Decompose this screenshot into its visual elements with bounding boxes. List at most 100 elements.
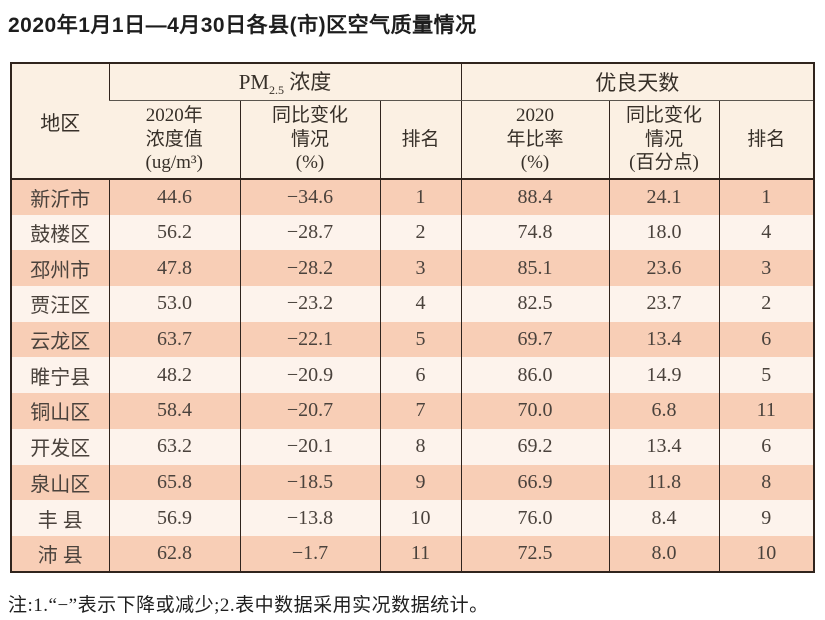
cell-good-change: 6.8 <box>608 393 719 429</box>
cell-region: 泉山区 <box>11 464 109 501</box>
table-row: 新沂市 44.6 −34.6 1 88.4 24.1 1 <box>11 179 814 215</box>
column-header-pm-change: 同比变化 情况 (%) <box>239 100 380 180</box>
cell-good-rank: 9 <box>718 500 814 536</box>
cell-region: 新沂市 <box>11 179 109 215</box>
table-row: 开发区 63.2 −20.1 8 69.2 13.4 6 <box>11 428 814 465</box>
cell-pm-change: −18.5 <box>239 464 380 501</box>
page-title: 2020年1月1日—4月30日各县(市)区空气质量情况 <box>8 14 477 37</box>
cell-good-rate: 70.0 <box>460 393 609 429</box>
cell-pm-change: −28.7 <box>239 214 380 251</box>
cell-pm-change: −20.7 <box>239 393 380 429</box>
cell-good-change: 18.0 <box>608 214 719 251</box>
cell-pm-rank: 9 <box>379 464 461 501</box>
cell-good-change: 24.1 <box>608 179 719 215</box>
cell-pm-rank: 4 <box>379 286 461 322</box>
cell-pm-value: 65.8 <box>108 464 240 501</box>
header-line: 排名 <box>747 128 786 150</box>
cell-good-change: 14.9 <box>608 357 719 394</box>
cell-good-change: 23.6 <box>608 250 719 287</box>
header-sub-row: 2020年 浓度值 (ug/m³) 同比变化 情况 (%) 排名 2020 年比… <box>11 100 814 180</box>
cell-good-change: 11.8 <box>608 464 719 501</box>
cell-region: 贾汪区 <box>11 286 109 322</box>
column-header-good-rank: 排名 <box>718 100 814 180</box>
cell-good-change: 13.4 <box>608 321 719 358</box>
cell-pm-rank: 8 <box>379 428 461 465</box>
footnote: 注:1.“−”表示下降或减少;2.表中数据采用实况数据统计。 <box>8 595 489 616</box>
cell-good-rate: 66.9 <box>460 464 609 501</box>
column-group-pm25: PM2.5 浓度 <box>108 63 461 101</box>
column-header-pm-value: 2020年 浓度值 (ug/m³) <box>109 100 240 180</box>
cell-good-rate: 69.2 <box>460 428 609 465</box>
header-line: 2020 <box>516 105 554 127</box>
header-line: 同比变化 <box>271 105 348 127</box>
cell-pm-value: 56.9 <box>108 500 240 536</box>
table-row: 丰 县 56.9 −13.8 10 76.0 8.4 9 <box>11 500 814 536</box>
table-row: 云龙区 63.7 −22.1 5 69.7 13.4 6 <box>11 321 814 358</box>
column-header-good-rate: 2020 年比率 (%) <box>460 100 609 180</box>
cell-region: 丰 县 <box>11 500 109 536</box>
cell-pm-value: 53.0 <box>108 286 240 322</box>
column-header-region: 地区 <box>11 63 109 180</box>
cell-good-rank: 10 <box>718 535 814 572</box>
table-row: 贾汪区 53.0 −23.2 4 82.5 23.7 2 <box>11 286 814 322</box>
header-line: 情况 <box>290 128 329 150</box>
pm25-subscript: 2.5 <box>269 82 285 97</box>
header-line: 同比变化 <box>625 105 702 127</box>
cell-good-rank: 8 <box>718 464 814 501</box>
header-line: (%) <box>295 151 325 173</box>
cell-good-rate: 74.8 <box>460 214 609 251</box>
cell-pm-rank: 1 <box>379 179 461 215</box>
header-line: 浓度值 <box>145 128 203 150</box>
cell-pm-change: −34.6 <box>239 179 380 215</box>
cell-pm-value: 48.2 <box>108 357 240 394</box>
cell-good-rank: 11 <box>718 393 814 429</box>
table-row: 邳州市 47.8 −28.2 3 85.1 23.6 3 <box>11 250 814 287</box>
header-line: 年比率 <box>506 128 564 150</box>
table-row: 鼓楼区 56.2 −28.7 2 74.8 18.0 4 <box>11 214 814 251</box>
cell-pm-value: 63.2 <box>108 428 240 465</box>
cell-good-rank: 5 <box>718 357 814 394</box>
cell-good-rate: 85.1 <box>460 250 609 287</box>
cell-pm-change: −22.1 <box>239 321 380 358</box>
cell-pm-rank: 2 <box>379 214 461 251</box>
cell-pm-value: 56.2 <box>108 214 240 251</box>
cell-pm-value: 44.6 <box>108 179 240 215</box>
cell-good-change: 8.4 <box>608 500 719 536</box>
column-group-good-days: 优良天数 <box>460 63 814 101</box>
cell-region: 邳州市 <box>11 250 109 287</box>
cell-good-rank: 4 <box>718 214 814 251</box>
column-header-good-change: 同比变化 情况 (百分点) <box>608 100 719 180</box>
cell-pm-value: 47.8 <box>108 250 240 287</box>
cell-pm-rank: 6 <box>379 357 461 394</box>
cell-pm-change: −23.2 <box>239 286 380 322</box>
cell-pm-rank: 3 <box>379 250 461 287</box>
cell-region: 沛 县 <box>11 535 109 572</box>
cell-pm-value: 63.7 <box>108 321 240 358</box>
header-line: (ug/m³) <box>145 151 203 173</box>
cell-good-rate: 69.7 <box>460 321 609 358</box>
cell-pm-rank: 7 <box>379 393 461 429</box>
cell-pm-change: −1.7 <box>239 535 380 572</box>
header-line: (%) <box>520 151 550 173</box>
cell-pm-value: 58.4 <box>108 393 240 429</box>
cell-pm-rank: 10 <box>379 500 461 536</box>
cell-pm-change: −20.9 <box>239 357 380 394</box>
header-line: (百分点) <box>629 151 699 173</box>
cell-good-rate: 82.5 <box>460 286 609 322</box>
cell-region: 云龙区 <box>11 321 109 358</box>
table-body: 新沂市 44.6 −34.6 1 88.4 24.1 1 鼓楼区 56.2 −28.7 2 74.8 1… <box>11 179 814 572</box>
cell-good-rate: 76.0 <box>460 500 609 536</box>
column-header-pm-rank: 排名 <box>379 100 461 180</box>
cell-pm-rank: 5 <box>379 321 461 358</box>
cell-good-rank: 1 <box>718 179 814 215</box>
pm25-label: PM <box>238 69 270 94</box>
table-row: 泉山区 65.8 −18.5 9 66.9 11.8 8 <box>11 464 814 501</box>
cell-region: 鼓楼区 <box>11 214 109 251</box>
air-quality-table: 地区 PM2.5 浓度 优良天数 2020年 浓度值 (ug/m³) 同比变化 … <box>10 62 815 573</box>
cell-good-rank: 2 <box>718 286 814 322</box>
cell-good-change: 8.0 <box>608 535 719 572</box>
cell-region: 铜山区 <box>11 393 109 429</box>
cell-good-rate: 88.4 <box>460 179 609 215</box>
cell-pm-change: −20.1 <box>239 428 380 465</box>
cell-good-change: 13.4 <box>608 428 719 465</box>
